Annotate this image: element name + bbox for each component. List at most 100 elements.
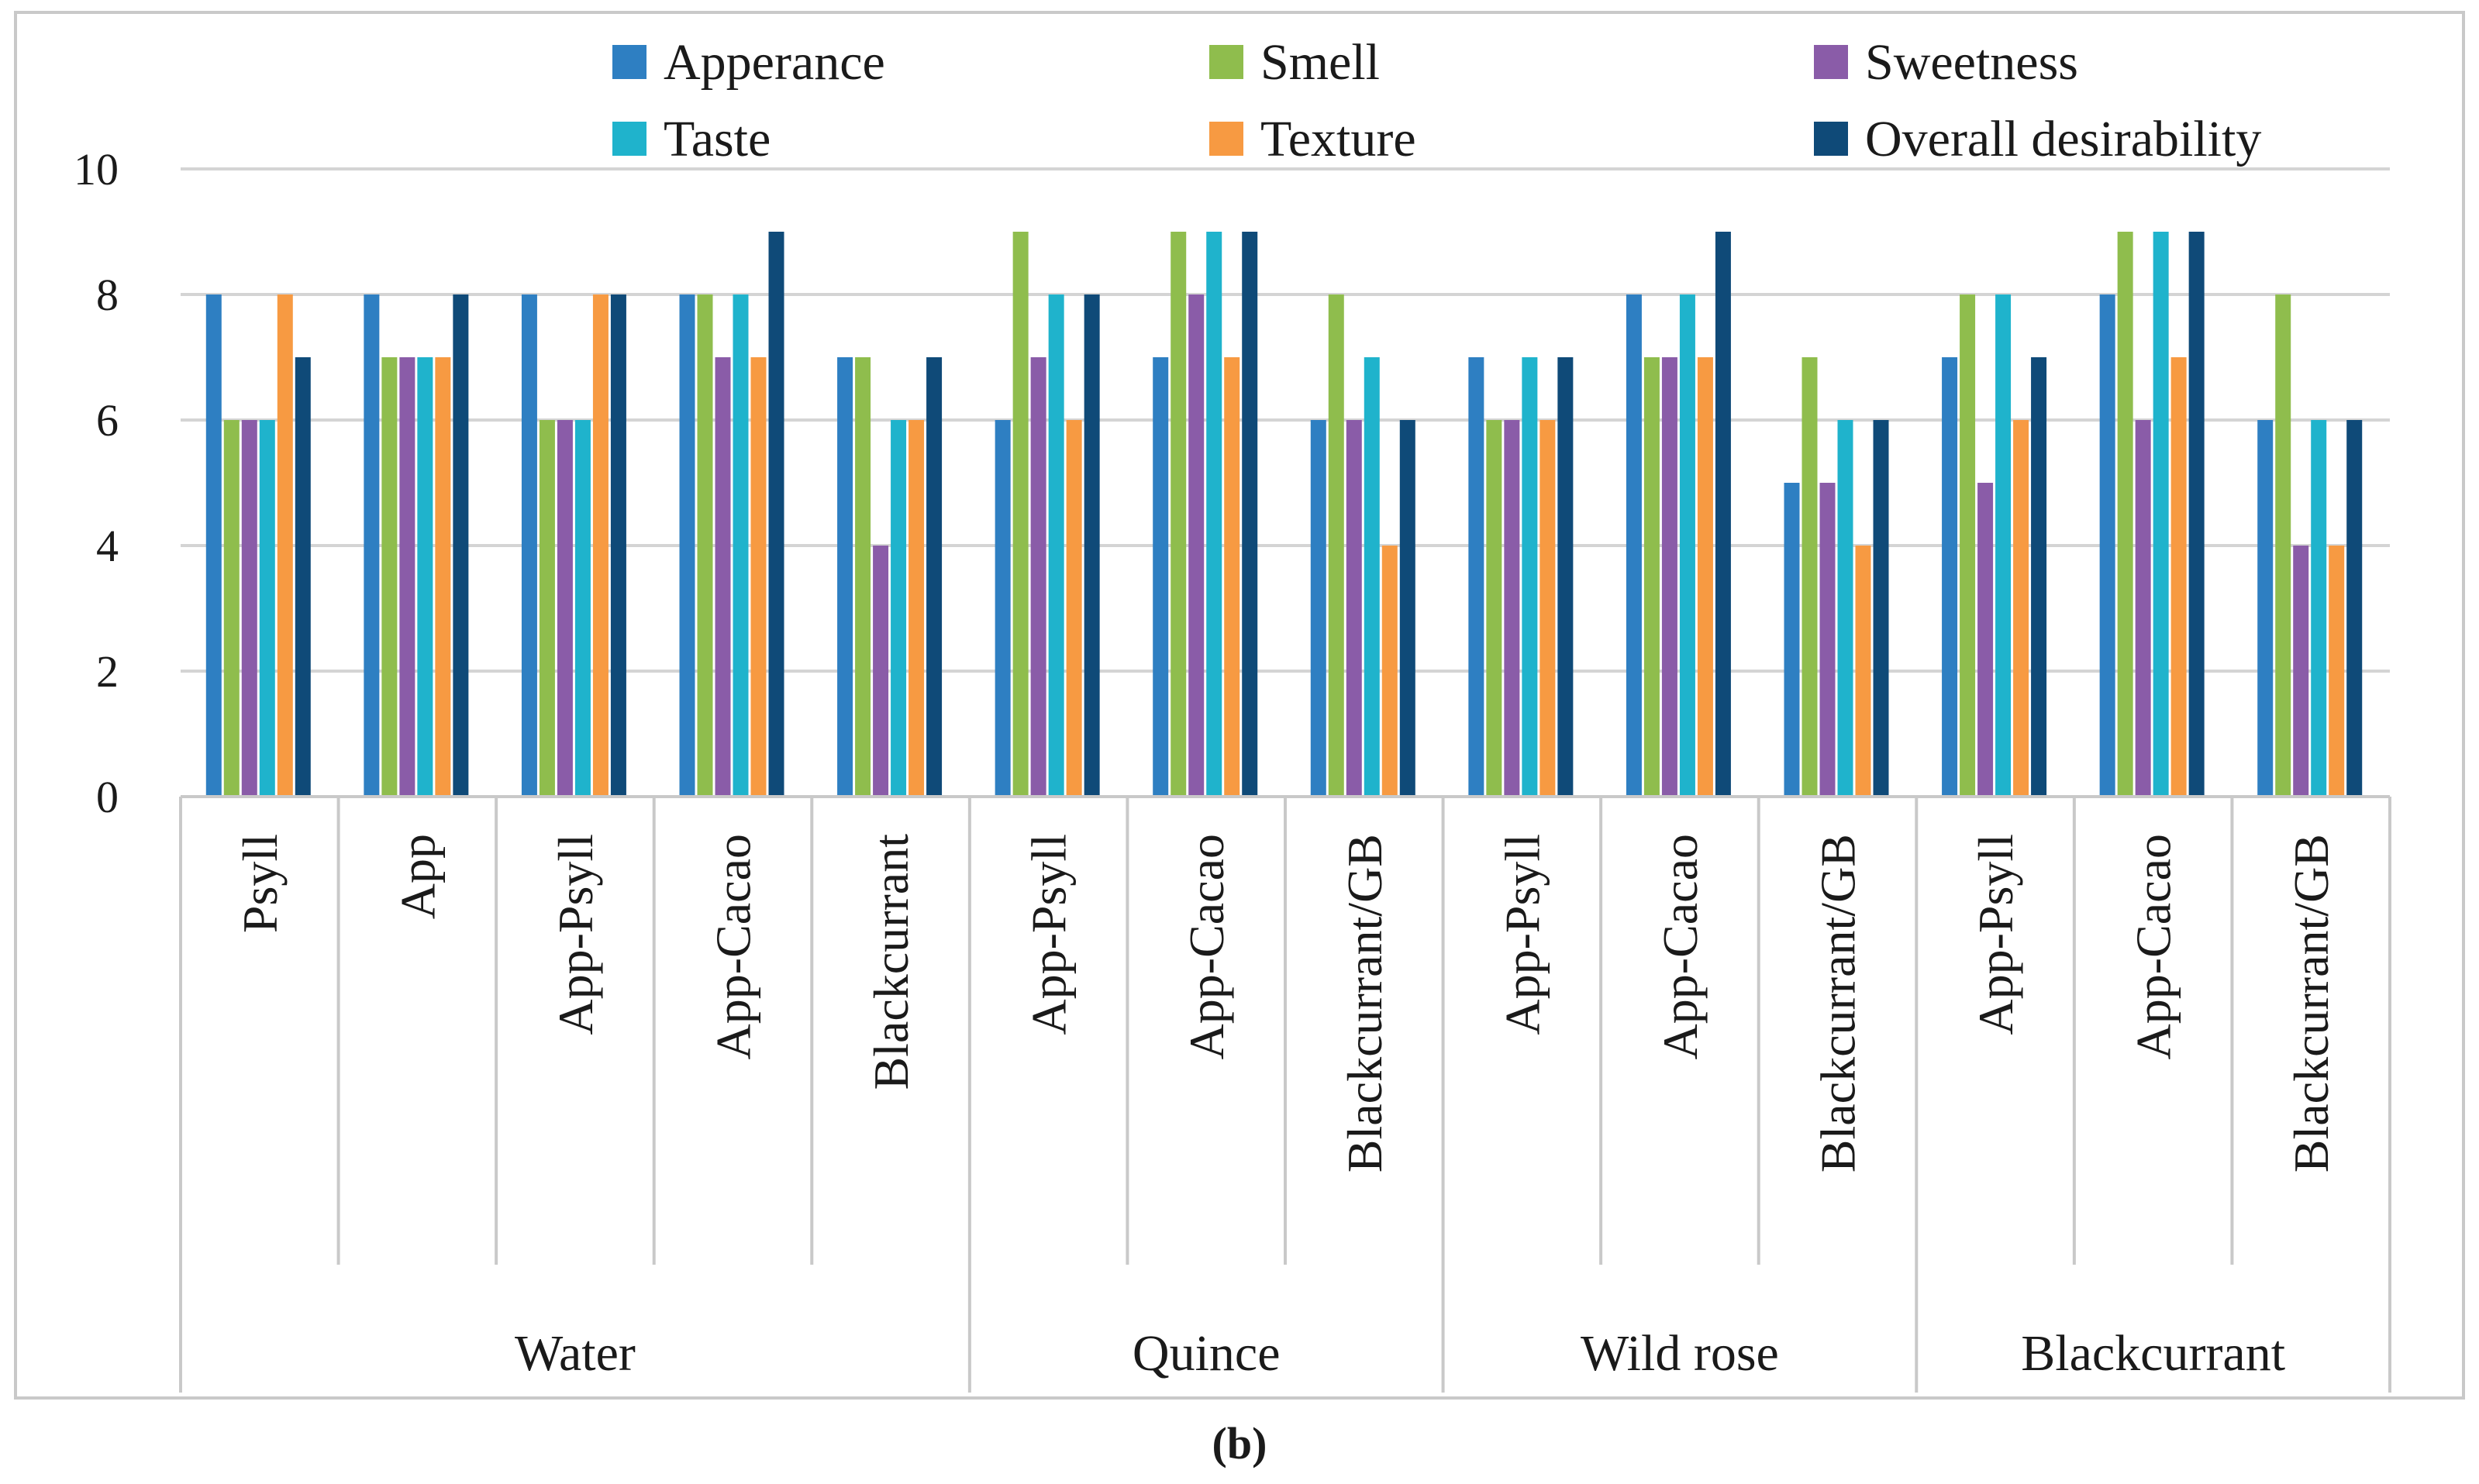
legend: Apperance Smell Sweetness Taste Texture Overa…	[612, 34, 2261, 167]
legend-label: Taste	[664, 111, 771, 167]
bar-taste	[1048, 294, 1064, 797]
x-tick-label: App-Cacao	[1653, 834, 1708, 1059]
bar-smell	[855, 357, 871, 797]
bar-texture	[1697, 357, 1713, 797]
bar-sweetness	[2293, 546, 2309, 797]
x-tick-label: Blackcurrant/GB	[2284, 834, 2339, 1172]
bar-smell	[1486, 420, 1502, 797]
y-tick-label: 0	[96, 772, 119, 822]
bar-texture	[1381, 546, 1398, 797]
bar-apperance	[521, 294, 537, 797]
legend-swatch	[612, 122, 646, 156]
legend-swatch	[1209, 45, 1243, 79]
bar-overall-desirability	[926, 357, 943, 797]
bar-texture	[1539, 420, 1556, 797]
x-tick-label: App-Psyll	[1022, 834, 1077, 1035]
bar-sweetness	[1819, 483, 1836, 797]
x-tick-label: App	[390, 834, 445, 919]
bar-taste	[891, 420, 907, 797]
y-tick-label: 6	[96, 395, 119, 446]
bar-smell	[697, 294, 713, 797]
bar-sweetness	[557, 420, 573, 797]
bar-taste	[1206, 232, 1222, 797]
group-label: Blackcurrant	[2021, 1325, 2285, 1382]
bar-sweetness	[1188, 294, 1205, 797]
bar-overall-desirability	[2188, 232, 2205, 797]
legend-label: Sweetness	[1865, 34, 2078, 91]
bar-taste	[1522, 357, 1538, 797]
bar-apperance	[1310, 420, 1326, 797]
bar-sweetness	[1977, 483, 1994, 797]
x-tick-label: App-Psyll	[548, 834, 603, 1035]
bar-smell	[1012, 232, 1029, 797]
bar-sweetness	[1030, 357, 1046, 797]
bar-apperance	[1468, 357, 1484, 797]
bar-apperance	[837, 357, 853, 797]
bar-taste	[1995, 294, 2012, 797]
x-tick-label: Blackcurrant	[864, 834, 919, 1090]
bar-texture	[909, 420, 925, 797]
bar-overall-desirability	[768, 232, 784, 797]
bar-smell	[1643, 357, 1660, 797]
legend-label: Texture	[1260, 111, 1416, 167]
bar-texture	[1224, 357, 1240, 797]
group-label: Water	[515, 1325, 636, 1382]
bar-smell	[223, 420, 240, 797]
axes: 0 2 4 6 8 10 Psyll App App-Psyll App-Cacao Blackcu…	[74, 144, 2391, 1393]
bar-overall-desirability	[1873, 420, 1889, 797]
bar-apperance	[1942, 357, 1958, 797]
bar-sweetness	[241, 420, 257, 797]
bar-sweetness	[715, 357, 731, 797]
bar-texture	[2013, 420, 2029, 797]
bar-sweetness	[1504, 420, 1520, 797]
x-tick-label: Blackcurrant/GB	[1337, 834, 1392, 1172]
x-tick-label: Psyll	[233, 834, 288, 933]
legend-swatch	[1814, 122, 1848, 156]
bar-overall-desirability	[1557, 357, 1574, 797]
bar-smell	[1171, 232, 1187, 797]
legend-swatch	[1209, 122, 1243, 156]
bar-taste	[733, 294, 749, 797]
legend-swatch	[612, 45, 646, 79]
bar-taste	[259, 420, 275, 797]
bar-apperance	[995, 420, 1011, 797]
x-tick-label: App-Psyll	[1968, 834, 2023, 1035]
bar-overall-desirability	[610, 294, 626, 797]
bar-texture	[1066, 420, 1082, 797]
group-label: Quince	[1133, 1325, 1281, 1382]
bar-taste	[574, 420, 591, 797]
bar-texture	[2329, 546, 2345, 797]
bar-sweetness	[399, 357, 415, 797]
y-tick-label: 4	[96, 521, 119, 571]
bar-smell	[381, 357, 398, 797]
x-tick-label: App-Cacao	[706, 834, 761, 1059]
bar-overall-desirability	[1715, 232, 1731, 797]
bar-apperance	[1153, 357, 1169, 797]
bar-apperance	[1626, 294, 1642, 797]
bar-sweetness	[2135, 420, 2151, 797]
bars	[205, 232, 2363, 797]
bar-smell	[1328, 294, 1344, 797]
bar-apperance	[2099, 294, 2115, 797]
bar-smell	[2117, 232, 2133, 797]
x-tick-label: Blackcurrant/GB	[1811, 834, 1866, 1172]
y-tick-label: 8	[96, 270, 119, 320]
x-tick-label: App-Psyll	[1495, 834, 1550, 1035]
bar-apperance	[2257, 420, 2274, 797]
bar-overall-desirability	[1084, 294, 1100, 797]
bar-taste	[1837, 420, 1853, 797]
bar-overall-desirability	[1399, 420, 1415, 797]
bar-smell	[1801, 357, 1818, 797]
legend-label: Overall desirability	[1865, 111, 2261, 167]
bar-taste	[1679, 294, 1695, 797]
x-tick-label: App-Cacao	[1179, 834, 1234, 1059]
legend-swatch	[1814, 45, 1848, 79]
group-label: Wild rose	[1581, 1325, 1779, 1382]
bar-apperance	[364, 294, 380, 797]
bar-texture	[592, 294, 609, 797]
bar-taste	[2153, 232, 2169, 797]
bar-overall-desirability	[295, 357, 311, 797]
x-tick-label: App-Cacao	[2126, 834, 2181, 1059]
bar-smell	[2275, 294, 2291, 797]
